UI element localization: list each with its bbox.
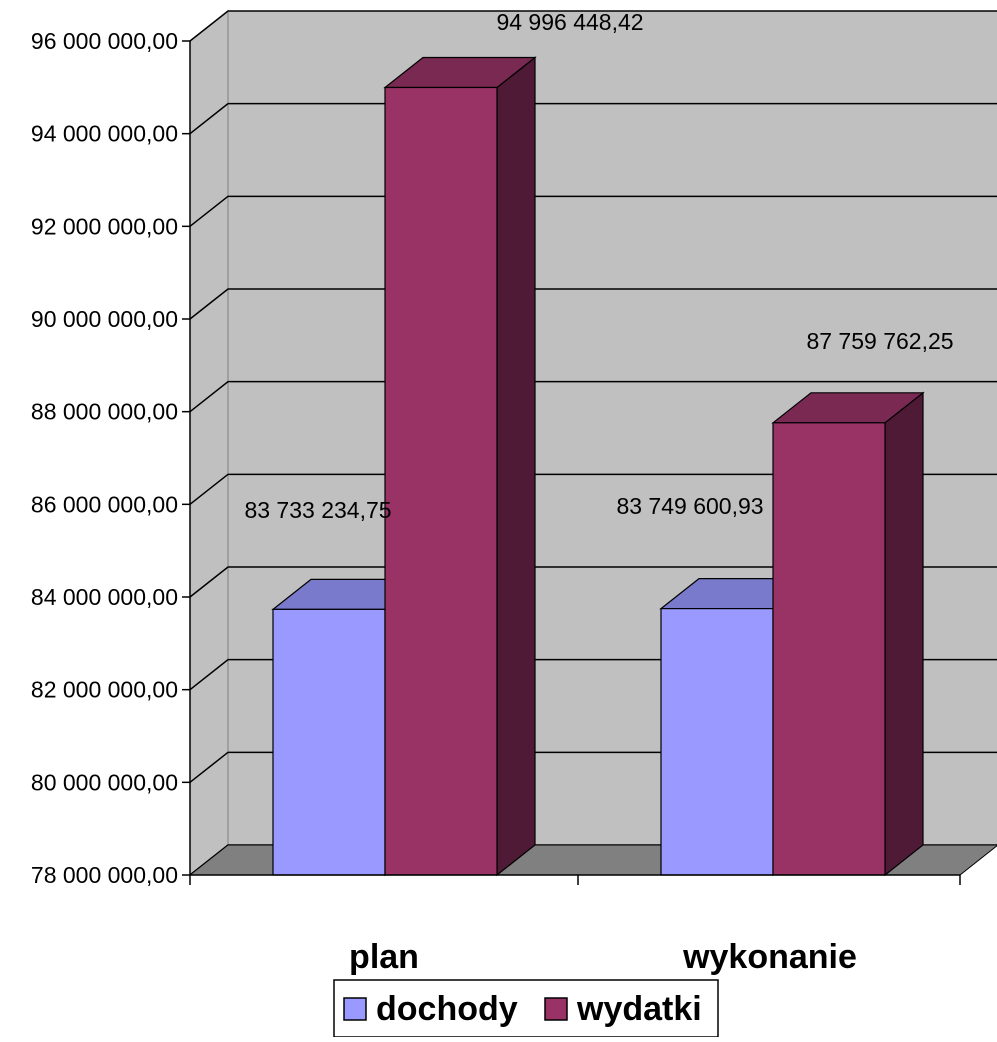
side-wall <box>189 9 229 877</box>
gridline <box>189 102 997 135</box>
gridline <box>189 380 997 413</box>
data-label: 87 759 762,25 <box>806 328 953 354</box>
bar-wydatki-wykonanie <box>772 422 886 876</box>
x-tick-label: wykonanie <box>682 938 857 976</box>
bar-side <box>884 391 924 877</box>
y-tick-label: 88 000 000,00 <box>31 399 178 425</box>
y-tick-label: 84 000 000,00 <box>31 584 178 610</box>
y-tick-label: 96 000 000,00 <box>31 28 178 54</box>
gridline <box>189 288 997 320</box>
legend-label: wydatki <box>576 990 702 1028</box>
y-tick-label: 92 000 000,00 <box>31 213 178 239</box>
data-label: 83 749 600,93 <box>616 493 763 519</box>
bar-dochody-plan <box>272 608 386 876</box>
legend-box <box>333 979 719 1038</box>
y-tick-label: 78 000 000,00 <box>31 862 178 888</box>
legend-swatch-dochody <box>343 997 367 1021</box>
bar-dochody-wykonanie <box>660 608 774 876</box>
gridline <box>189 473 997 505</box>
data-label: 94 996 448,42 <box>496 9 643 35</box>
bar-side <box>496 56 536 877</box>
legend-swatch-wydatki <box>544 997 568 1021</box>
y-tick-label: 80 000 000,00 <box>31 769 178 795</box>
legend-label: dochody <box>376 990 518 1028</box>
y-tick-label: 94 000 000,00 <box>31 121 178 147</box>
bar-wydatki-plan <box>384 86 498 876</box>
gridline <box>189 10 997 42</box>
x-tick-label: plan <box>349 938 419 976</box>
y-tick-label: 82 000 000,00 <box>31 677 178 703</box>
gridline <box>189 195 997 227</box>
y-tick-label: 86 000 000,00 <box>31 491 178 517</box>
gridline <box>189 566 997 598</box>
y-tick-label: 90 000 000,00 <box>31 306 178 332</box>
data-label: 83 733 234,75 <box>244 497 391 523</box>
